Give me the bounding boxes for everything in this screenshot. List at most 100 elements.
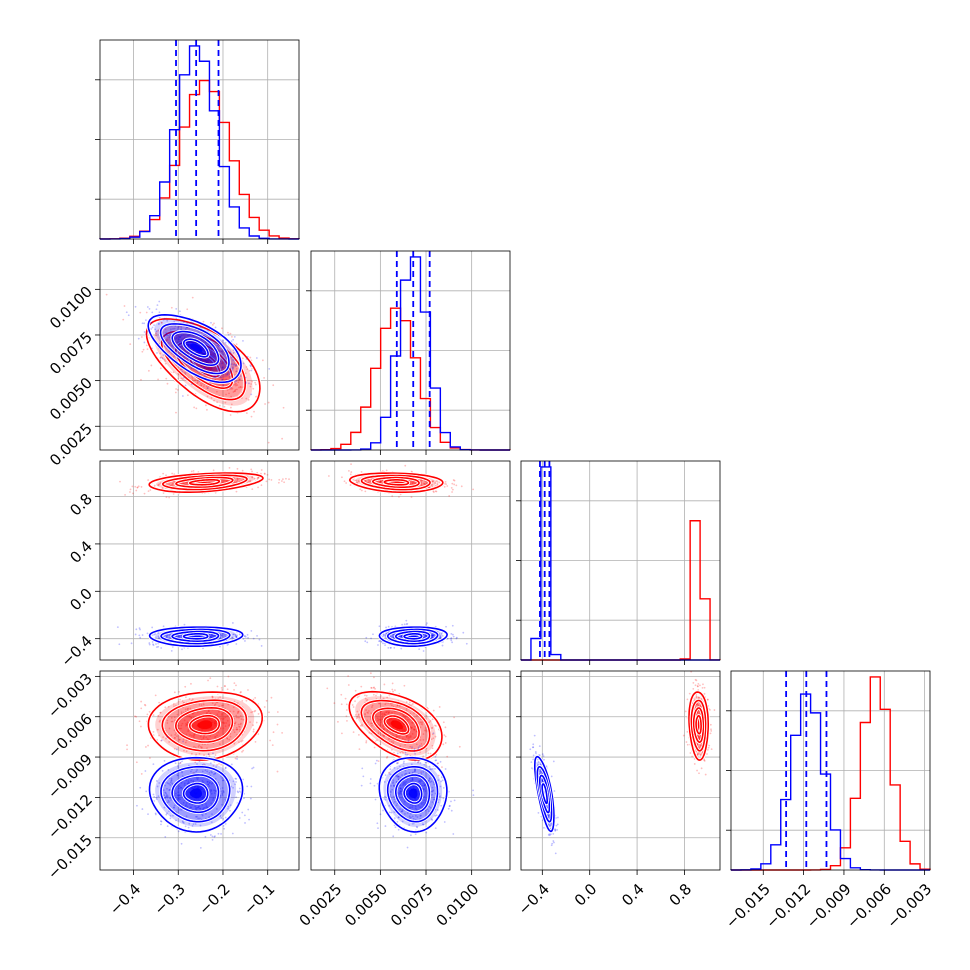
scatter-point-blue (403, 623, 406, 626)
scatter-point-red (209, 734, 212, 737)
scatter-point-red (163, 358, 166, 361)
scatter-point-blue (242, 637, 245, 640)
scatter-point-red (235, 343, 238, 346)
scatter-point-blue (450, 637, 453, 639)
scatter-point-blue (445, 625, 447, 628)
scatter-point-red (420, 484, 423, 486)
scatter-point-red (216, 401, 219, 404)
scatter-point-red (190, 470, 193, 473)
scatter-point-blue (118, 643, 121, 646)
scatter-point-blue (372, 633, 374, 636)
scatter-point-blue (210, 636, 213, 639)
scatter-point-blue (204, 359, 207, 362)
scatter-point-red (220, 686, 223, 689)
scatter-point-blue (209, 635, 212, 638)
scatter-point-red (239, 385, 242, 388)
scatter-point-red (238, 378, 240, 381)
scatter-point-red (245, 397, 248, 400)
scatter-point-red (359, 488, 362, 491)
scatter-point-blue (392, 636, 395, 639)
scatter-point-red (134, 715, 136, 718)
scatter-point-red (267, 441, 270, 444)
scatter-point-blue (187, 826, 190, 829)
scatter-point-red (221, 361, 224, 364)
scatter-point-red (174, 338, 177, 340)
scatter-point-red (357, 479, 360, 482)
scatter-point-red (134, 485, 137, 488)
scatter-point-red (379, 480, 382, 483)
scatter-point-blue (225, 357, 227, 359)
scatter-point-red (187, 721, 189, 724)
scatter-point-red (391, 688, 394, 691)
scatter-point-blue (235, 636, 238, 638)
scatter-point-blue (234, 359, 237, 362)
scatter-point-red (347, 675, 350, 678)
scatter-point-blue (455, 636, 458, 639)
scatter-point-blue (431, 634, 433, 636)
scatter-point-blue (176, 635, 179, 637)
scatter-point-blue (378, 625, 381, 628)
scatter-point-blue (226, 372, 229, 375)
panel-frame (310, 460, 511, 661)
scatter-point-red (204, 375, 207, 378)
scatter-point-red (215, 356, 217, 358)
scatter-point-red (228, 724, 230, 727)
scatter-point-blue (166, 319, 169, 322)
scatter-point-blue (168, 336, 171, 339)
scatter-point-blue (450, 639, 453, 642)
scatter-point-blue (238, 378, 241, 381)
scatter-point-blue (207, 359, 210, 362)
scatter-point-red (135, 715, 138, 718)
scatter-point-red (391, 495, 394, 498)
scatter-point-red (354, 689, 357, 692)
scatter-point-red (412, 482, 414, 485)
scatter-point-red (164, 360, 167, 362)
scatter-point-red (176, 341, 179, 344)
scatter-point-red (168, 727, 171, 730)
scatter-point-red (420, 479, 422, 481)
scatter-point-red (341, 732, 343, 735)
scatter-point-red (420, 484, 423, 487)
scatter-point-red (231, 387, 234, 390)
scatter-point-red (214, 703, 217, 706)
scatter-point-blue (152, 763, 155, 766)
scatter-point-red (160, 321, 163, 324)
scatter-point-red (345, 715, 348, 718)
scatter-point-blue (400, 647, 403, 650)
scatter-point-blue (256, 634, 258, 637)
scatter-point-red (230, 406, 232, 409)
scatter-point-red (209, 677, 212, 680)
scatter-point-blue (216, 344, 219, 347)
scatter-point-red (383, 683, 386, 686)
scatter-point-blue (144, 770, 147, 772)
scatter-point-red (175, 411, 177, 414)
scatter-point-blue (155, 643, 157, 645)
scatter-point-red (347, 469, 350, 472)
scatter-point-red (186, 394, 189, 397)
scatter-point-red (227, 675, 230, 678)
scatter-point-red (236, 384, 239, 386)
scatter-point-red (211, 702, 214, 705)
scatter-point-blue (159, 356, 162, 359)
scatter-point-blue (180, 842, 183, 845)
scatter-point-red (229, 332, 232, 335)
scatter-point-blue (182, 740, 184, 743)
scatter-point-blue (169, 332, 171, 335)
scatter-point-blue (246, 785, 249, 788)
scatter-point-red (226, 688, 229, 691)
scatter-point-blue (230, 363, 232, 366)
scatter-point-red (212, 764, 215, 767)
scatter-point-blue (441, 644, 444, 647)
scatter-point-blue (229, 386, 232, 389)
scatter-point-red (179, 727, 182, 730)
scatter-point-red (170, 484, 173, 487)
scatter-point-red (225, 393, 227, 396)
scatter-point-red (186, 308, 189, 311)
scatter-point-blue (439, 636, 442, 639)
scatter-point-blue (222, 339, 225, 342)
scatter-point-red (411, 482, 414, 484)
scatter-point-blue (204, 359, 207, 362)
scatter-point-blue (134, 633, 137, 636)
scatter-point-red (140, 773, 143, 775)
scatter-point-blue (210, 321, 212, 324)
